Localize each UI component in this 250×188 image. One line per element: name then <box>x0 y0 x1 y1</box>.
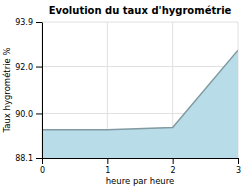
tick-mark <box>36 22 42 23</box>
x-axis-title: heure par heure <box>106 176 175 186</box>
tick-mark <box>36 67 42 68</box>
tick-label: 3 <box>236 166 241 175</box>
tick-label: 92.0 <box>15 63 33 72</box>
chart: 0 1 2 3 88.1 90.0 92.0 93.9 Evolution du taux d'… <box>0 0 250 188</box>
tick-label: 1 <box>105 166 110 175</box>
tick-label: 0 <box>40 166 45 175</box>
line <box>42 50 238 130</box>
x-axis: 0 1 2 3 <box>40 158 241 175</box>
tick-mark <box>36 113 42 114</box>
tick: 93.9 <box>15 18 42 27</box>
grid-line <box>42 66 238 67</box>
tick: 3 <box>236 158 241 175</box>
tick: 0 <box>40 158 45 175</box>
tick-mark <box>42 158 43 164</box>
tick-label: 93.9 <box>15 18 33 27</box>
marks <box>42 50 238 158</box>
tick: 88.1 <box>15 154 42 163</box>
axis-line <box>42 23 43 159</box>
y-axis-title: Taux hygrométrie % <box>2 47 12 133</box>
grid-line <box>42 22 238 23</box>
tick-mark <box>173 158 174 164</box>
area <box>42 50 238 158</box>
title: Evolution du taux d'hygrométrie <box>49 5 232 16</box>
tick-mark <box>36 158 42 159</box>
tick-mark <box>238 158 239 164</box>
tick-label: 2 <box>171 166 176 175</box>
axis-line <box>43 158 239 159</box>
grid-line <box>42 22 43 158</box>
y-axis: 88.1 90.0 92.0 93.9 <box>15 18 42 163</box>
tick: 1 <box>105 158 110 175</box>
plot: 0 1 2 3 88.1 90.0 92.0 93.9 <box>15 18 241 175</box>
tick: 2 <box>171 158 176 175</box>
tick: 92.0 <box>15 63 42 72</box>
grid <box>42 22 238 158</box>
tick: 90.0 <box>15 110 42 119</box>
tick-label: 90.0 <box>15 110 33 119</box>
tick-label: 88.1 <box>15 154 33 163</box>
tick-mark <box>107 158 108 164</box>
